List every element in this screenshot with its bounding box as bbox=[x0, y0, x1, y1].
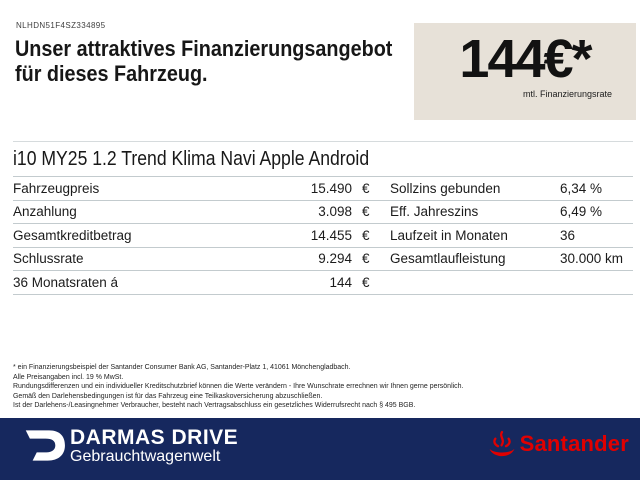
table-row: 36 Monatsraten á 144 € bbox=[13, 271, 633, 295]
dealer-name: DARMAS DRIVE bbox=[70, 426, 239, 449]
monthly-rate-caption: mtl. Finanzierungsrate bbox=[522, 89, 612, 99]
disclaimer-line: Alle Preisangaben incl. 19 % MwSt. bbox=[13, 371, 124, 381]
row-label-right: Gesamtlaufleistung bbox=[390, 251, 506, 267]
row-value-right: 30.000 km bbox=[560, 251, 624, 267]
vin-number: NLHDN51F4SZ334895 bbox=[16, 21, 106, 30]
darmas-drive-logo-icon bbox=[25, 430, 65, 461]
row-label-right: Sollzins gebunden bbox=[390, 180, 501, 196]
disclaimer-line: Rundungsdifferenzen und ein individuelle… bbox=[13, 381, 464, 391]
disclaimer-line: Gemäß den Darlehensbedingungen ist für d… bbox=[13, 390, 323, 400]
row-unit: € bbox=[362, 227, 370, 243]
row-value: 14.455 bbox=[310, 227, 352, 243]
row-unit: € bbox=[362, 180, 370, 196]
row-unit: € bbox=[362, 204, 370, 220]
disclaimer-line: * ein Finanzierungsbeispiel der Santande… bbox=[13, 362, 351, 371]
santander-flame-icon bbox=[489, 430, 514, 457]
row-value: 144 bbox=[329, 274, 352, 290]
footer-band bbox=[0, 418, 640, 480]
monthly-rate-box: 144€* mtl. Finanzierungsrate bbox=[414, 23, 636, 120]
finance-table: i10 MY25 1.2 Trend Klima Navi Apple Andr… bbox=[13, 141, 633, 295]
row-value: 15.490 bbox=[310, 180, 352, 196]
row-value-right: 36 bbox=[560, 227, 576, 243]
disclaimer-line: Ist der Darlehens-/Leasingnehmer Verbrau… bbox=[13, 400, 416, 410]
table-row: Schlussrate 9.294 € Gesamtlaufleistung 3… bbox=[13, 248, 633, 271]
offer-headline-line1: Unser attraktives Finanzierungsangebot bbox=[15, 36, 393, 61]
table-top-rule bbox=[13, 141, 633, 142]
santander-logo: Santander bbox=[487, 429, 629, 459]
row-unit: € bbox=[362, 251, 370, 267]
row-value: 9.294 bbox=[318, 251, 352, 267]
row-label: Anzahlung bbox=[13, 204, 77, 220]
legal-disclaimer: * ein Finanzierungsbeispiel der Santande… bbox=[13, 362, 463, 410]
dealer-subtitle: Gebrauchtwagenwelt bbox=[70, 448, 221, 465]
row-label: 36 Monatsraten á bbox=[13, 274, 119, 290]
row-value-right: 6,34 % bbox=[560, 180, 603, 196]
row-unit: € bbox=[362, 274, 370, 290]
table-row: Gesamtkreditbetrag 14.455 € Laufzeit in … bbox=[13, 224, 633, 248]
offer-headline: Unser attraktives Finanzierungsangebot f… bbox=[15, 36, 392, 86]
row-label-right: Eff. Jahreszins bbox=[390, 204, 479, 220]
row-value: 3.098 bbox=[318, 204, 352, 220]
table-row: Anzahlung 3.098 € Eff. Jahreszins 6,49 % bbox=[13, 201, 633, 224]
row-value-right: 6,49 % bbox=[560, 204, 603, 220]
row-label: Fahrzeugpreis bbox=[13, 180, 100, 196]
row-label: Gesamtkreditbetrag bbox=[13, 227, 132, 243]
santander-wordmark: Santander bbox=[519, 431, 629, 456]
vehicle-title-row: i10 MY25 1.2 Trend Klima Navi Apple Andr… bbox=[13, 142, 633, 177]
row-label-right: Laufzeit in Monaten bbox=[390, 227, 508, 243]
vehicle-title: i10 MY25 1.2 Trend Klima Navi Apple Andr… bbox=[13, 148, 370, 170]
offer-headline-line2: für dieses Fahrzeug. bbox=[15, 61, 208, 86]
monthly-rate-value: 144€* bbox=[459, 29, 592, 89]
row-label: Schlussrate bbox=[13, 251, 84, 267]
table-row: Fahrzeugpreis 15.490 € Sollzins gebunden… bbox=[13, 177, 633, 201]
